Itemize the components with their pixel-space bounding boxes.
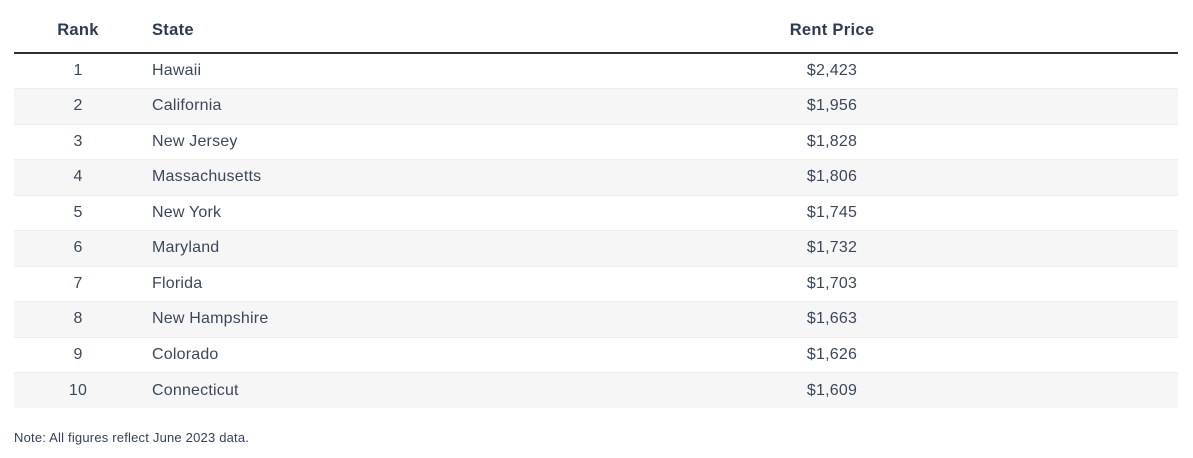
- rank-cell: 6: [73, 239, 83, 257]
- rank-cell: 7: [73, 274, 83, 292]
- table-header: Rank State Rent Price: [14, 0, 1178, 54]
- table-row: 1 Hawaii $2,423: [14, 53, 1178, 89]
- state-cell: Connecticut: [152, 381, 239, 399]
- table-row: 8 New Hampshire $1,663: [14, 301, 1178, 337]
- table-row: 4 Massachusetts $1,806: [14, 159, 1178, 195]
- column-header-rank: Rank: [14, 0, 142, 54]
- state-cell: New York: [152, 203, 222, 221]
- rank-cell: 10: [68, 381, 88, 399]
- rent-cell: $1,703: [806, 274, 858, 292]
- rank-cell: 3: [73, 132, 83, 150]
- table-row: 2 California $1,956: [14, 88, 1178, 124]
- rank-cell: 1: [73, 62, 83, 79]
- table-row: 7 Florida $1,703: [14, 266, 1178, 302]
- footnote: Note: All figures reflect June 2023 data…: [14, 430, 250, 445]
- rank-cell: 4: [73, 168, 83, 186]
- column-header-state: State: [142, 0, 486, 54]
- rent-cell: $1,609: [806, 381, 858, 399]
- rent-cell: $1,732: [806, 239, 858, 257]
- rank-cell: 5: [73, 203, 83, 221]
- column-header-rent-price: Rent Price: [486, 0, 1178, 54]
- table-body: 1 Hawaii $2,423 2 California $1,956 3 Ne…: [14, 53, 1178, 408]
- state-cell: Colorado: [152, 345, 219, 363]
- rent-cell: $1,828: [806, 132, 858, 150]
- state-cell: Hawaii: [152, 62, 202, 79]
- state-cell: New Hampshire: [152, 310, 269, 328]
- state-cell: Massachusetts: [152, 168, 262, 186]
- rent-cell: $1,663: [806, 310, 858, 328]
- rent-cell: $2,423: [806, 62, 858, 79]
- table-row: 5 New York $1,745: [14, 195, 1178, 231]
- rent-cell: $1,626: [806, 345, 858, 363]
- table-row: 10 Connecticut $1,609: [14, 372, 1178, 408]
- rent-cell: $1,956: [806, 97, 858, 115]
- rank-cell: 2: [73, 97, 83, 115]
- state-cell: California: [152, 97, 222, 115]
- rent-cell: $1,745: [806, 203, 858, 221]
- rent-price-table: Rank State Rent Price 1 Hawaii $2,423 2 …: [14, 0, 1178, 408]
- rent-cell: $1,806: [806, 168, 858, 186]
- table-row: 9 Colorado $1,626: [14, 337, 1178, 373]
- table-row: 3 New Jersey $1,828: [14, 124, 1178, 160]
- rank-cell: 9: [73, 345, 83, 363]
- rank-cell: 8: [73, 310, 83, 328]
- state-cell: Florida: [152, 274, 203, 292]
- state-cell: Maryland: [152, 239, 220, 257]
- header-row: Rank State Rent Price: [14, 0, 1178, 54]
- table-row: 6 Maryland $1,732: [14, 230, 1178, 266]
- state-cell: New Jersey: [152, 132, 238, 150]
